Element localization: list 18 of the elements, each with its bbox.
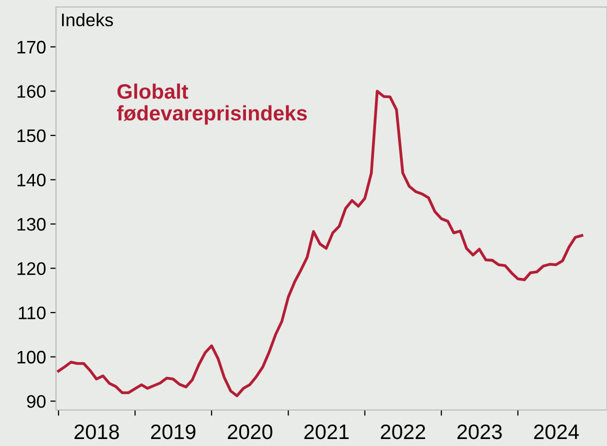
y-tick-label: 130	[18, 218, 46, 231]
x-tick-label: 2019	[151, 424, 196, 440]
x-tick-label: 2022	[380, 424, 426, 440]
x-tick-label: 2020	[228, 424, 272, 440]
annotation: Globalt fødevareprisindeks	[116, 84, 307, 125]
y-tick-label: 100	[18, 350, 46, 364]
y-tick-label: 90	[27, 395, 46, 408]
x-tick-label: 2024	[534, 424, 579, 440]
y-tick-label: 160	[18, 85, 46, 98]
x-tick-label: 2023	[457, 424, 502, 440]
y-tick-label: 150	[18, 129, 46, 142]
y-tick-label: 120	[18, 262, 46, 276]
y-tick-label: 170	[18, 40, 46, 54]
y-axis-title: Indeks	[62, 13, 113, 26]
x-tick-label: 2018	[74, 424, 119, 440]
y-tick-label: 140	[18, 174, 46, 186]
y-tick-label: 110	[18, 306, 46, 320]
x-tick-label: 2021	[304, 424, 349, 440]
